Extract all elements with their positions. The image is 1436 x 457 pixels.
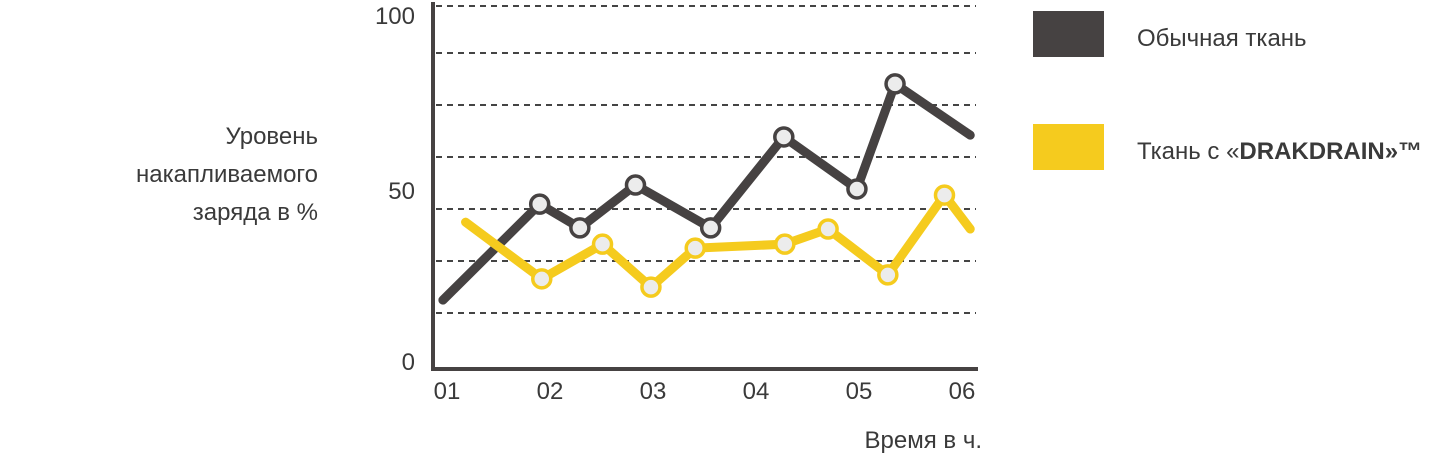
data-point: [699, 217, 722, 239]
legend-label-brand: DRAKDRAIN: [1239, 138, 1384, 165]
data-point: [531, 268, 553, 290]
data-point: [933, 184, 956, 206]
data-point: [774, 233, 796, 255]
legend-label-suffix: »™: [1385, 138, 1422, 165]
series-line: [461, 187, 975, 294]
y-axis-label-line: Уровень: [226, 123, 318, 150]
x-tick-label: 04: [743, 378, 770, 405]
legend-label-drakdrain: Ткань с «DRAKDRAIN»™: [1137, 138, 1422, 165]
data-point: [528, 193, 551, 215]
y-tick-label: 50: [388, 178, 415, 205]
x-tick-label: 03: [640, 378, 667, 405]
series-0: [438, 73, 975, 305]
legend-label-regular: Обычная ткань: [1137, 25, 1307, 52]
data-point: [569, 217, 591, 239]
legend-label-prefix: Ткань с «: [1137, 138, 1239, 165]
data-point: [884, 73, 906, 95]
x-tick-label: 02: [537, 378, 564, 405]
x-axis-label: Время в ч.: [865, 427, 982, 454]
data-point: [877, 264, 899, 286]
x-tick-label: 01: [434, 378, 461, 405]
gridlines: [436, 5, 976, 314]
x-tick-label: 06: [949, 378, 976, 405]
data-point: [817, 218, 839, 240]
data-point: [591, 233, 614, 255]
data-point: [624, 174, 647, 196]
data-point: [640, 276, 662, 298]
y-tick-label: 100: [375, 3, 415, 30]
data-point: [773, 126, 795, 148]
series-1: [461, 184, 975, 298]
data-point: [846, 178, 868, 200]
y-axis-label-line: заряда в %: [193, 199, 318, 226]
y-tick-label: 0: [402, 349, 415, 376]
x-tick-label: 05: [846, 378, 873, 405]
legend-swatch-regular: [1033, 11, 1104, 57]
y-axis-label-line: накапливаемого: [136, 161, 318, 188]
legend-swatch-drakdrain: [1033, 124, 1104, 170]
data-point: [684, 237, 706, 259]
